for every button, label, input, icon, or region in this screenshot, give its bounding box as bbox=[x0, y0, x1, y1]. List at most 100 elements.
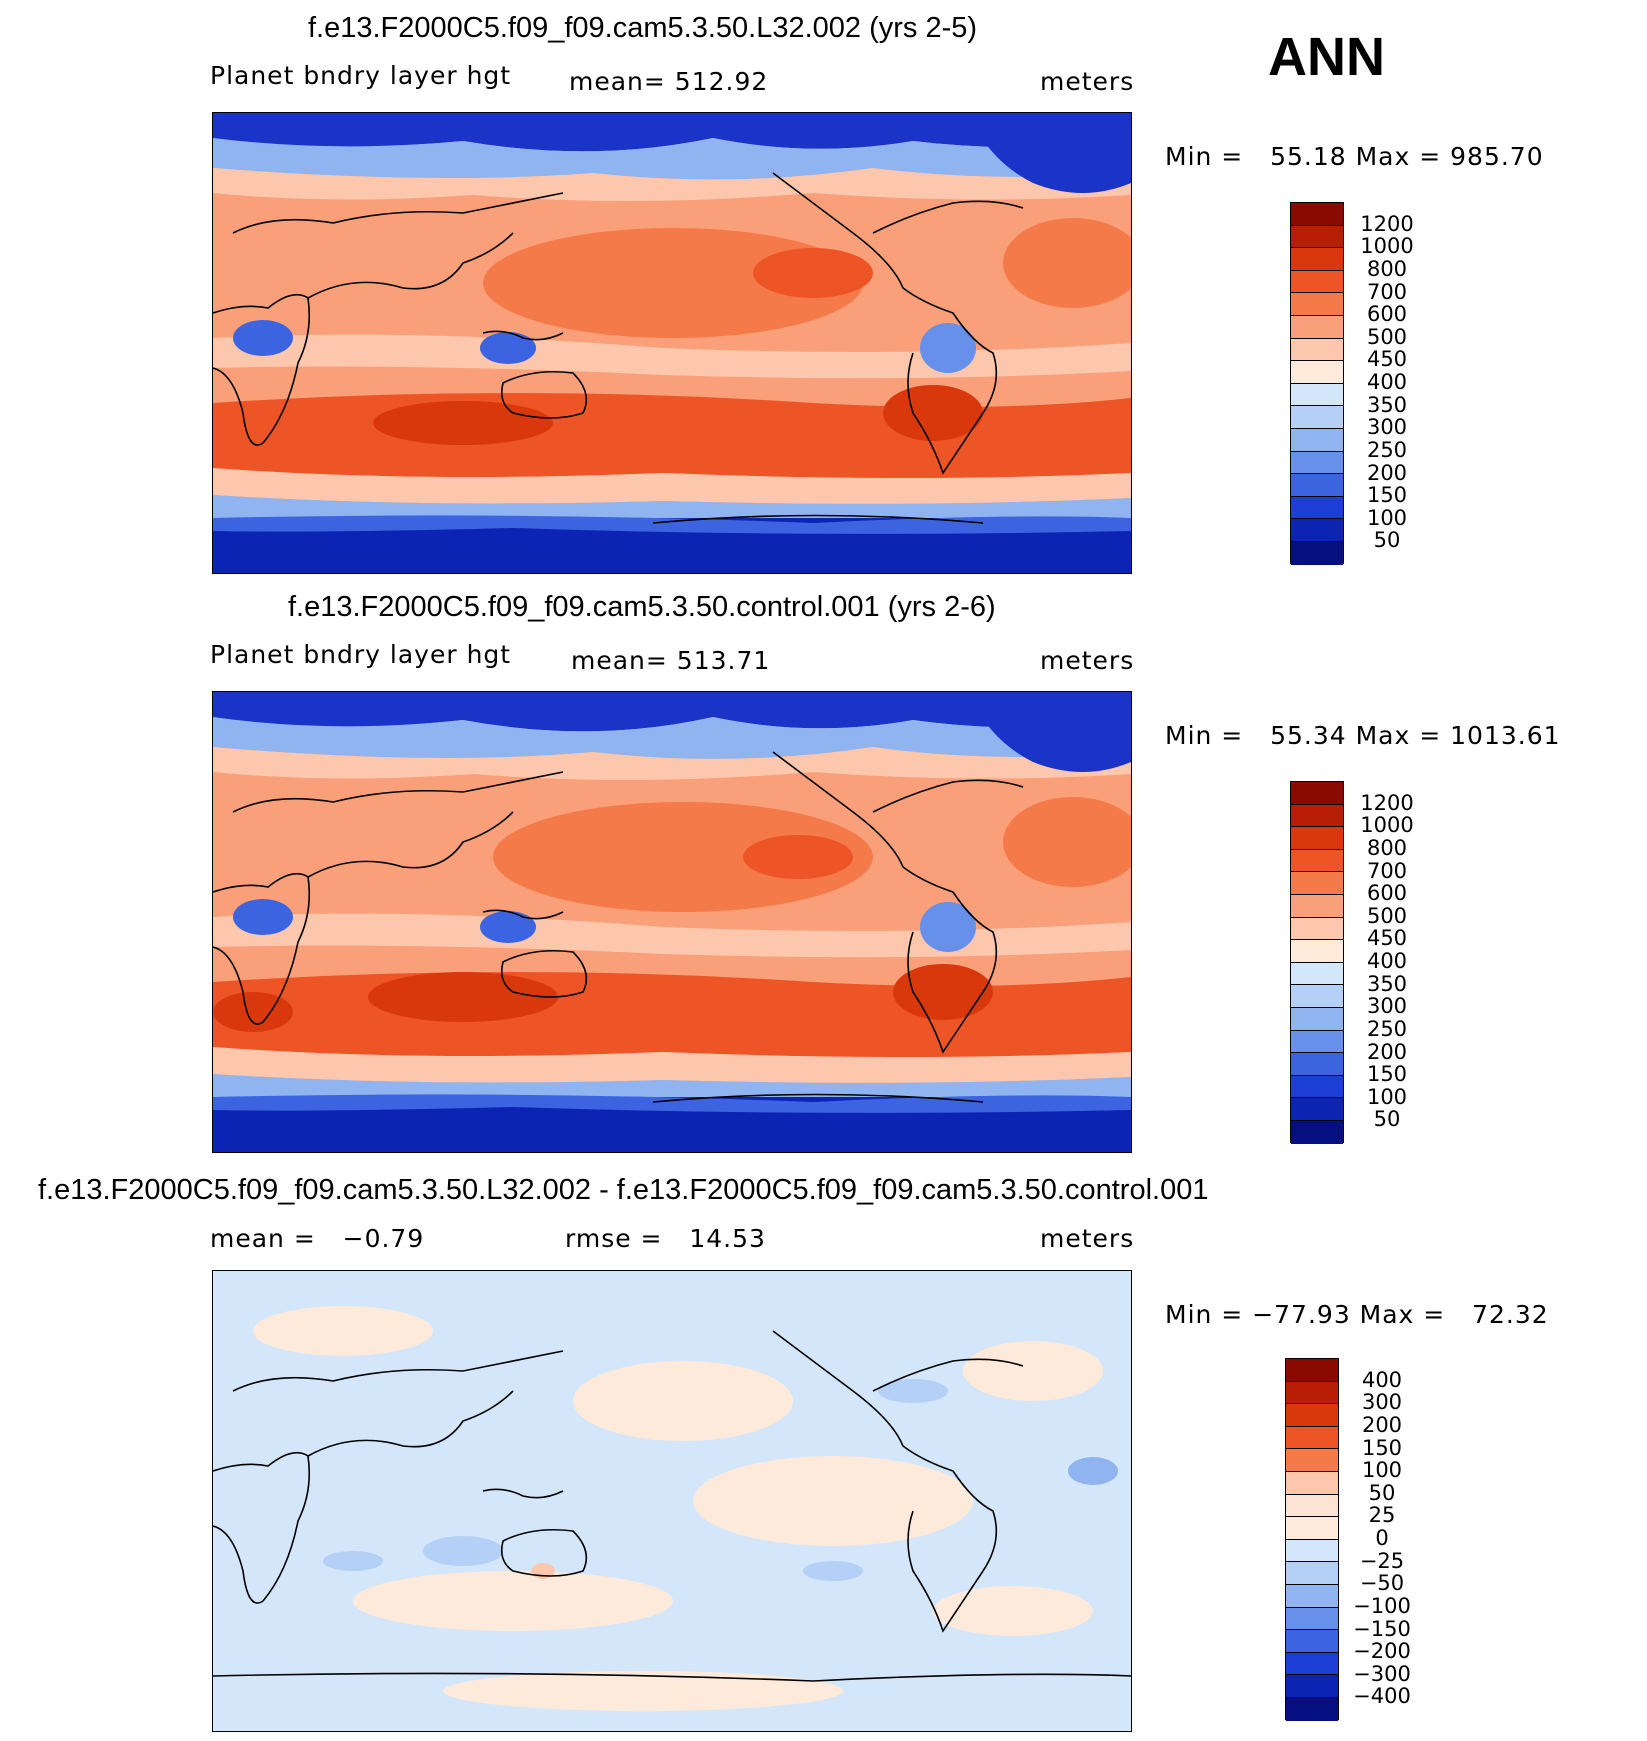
colorbar-seg bbox=[1291, 804, 1343, 828]
colorbar-seg bbox=[1291, 782, 1343, 805]
colorbar-seg bbox=[1286, 1607, 1338, 1631]
colorbar-seg bbox=[1286, 1426, 1338, 1450]
colorbar-label: 100 bbox=[1361, 1458, 1403, 1483]
colorbar-label: 400 bbox=[1366, 370, 1408, 394]
colorbar-label: 1200 bbox=[1360, 211, 1414, 236]
colorbar-label: 700 bbox=[1366, 279, 1408, 304]
colorbar-seg bbox=[1291, 872, 1343, 895]
colorbar-label: −200 bbox=[1353, 1639, 1411, 1664]
panel-3-title: f.e13.F2000C5.f09_f09.cam5.3.50.L32.002 … bbox=[38, 1174, 1209, 1206]
panel-2-variable-label: Planet bndry layer hgt bbox=[210, 640, 512, 669]
panel-3-colorbar bbox=[1285, 1358, 1339, 1721]
panel-1-variable-label: Planet bndry layer hgt bbox=[210, 61, 512, 90]
panel-2-map bbox=[212, 691, 1132, 1153]
colorbar-label: 1200 bbox=[1360, 790, 1414, 815]
colorbar-seg bbox=[1291, 1030, 1343, 1054]
colorbar-seg bbox=[1286, 1697, 1338, 1721]
colorbar-label: 250 bbox=[1366, 1016, 1408, 1041]
colorbar-label: 450 bbox=[1366, 926, 1408, 951]
panel-1-colorbar bbox=[1290, 202, 1344, 565]
panel-3-map bbox=[212, 1270, 1132, 1732]
colorbar-seg bbox=[1286, 1630, 1338, 1653]
colorbar-seg bbox=[1291, 203, 1343, 226]
panel-3-rmse-label: rmse = 14.53 bbox=[565, 1224, 766, 1253]
colorbar-seg bbox=[1291, 940, 1343, 963]
colorbar-label: 150 bbox=[1361, 1435, 1403, 1460]
colorbar-seg bbox=[1286, 1494, 1338, 1518]
colorbar-label: −150 bbox=[1353, 1616, 1411, 1641]
colorbar-label: 200 bbox=[1361, 1412, 1403, 1437]
colorbar-seg bbox=[1286, 1404, 1338, 1427]
colorbar-seg bbox=[1291, 1053, 1343, 1076]
colorbar-label: 300 bbox=[1366, 994, 1408, 1019]
colorbar-seg bbox=[1291, 361, 1343, 384]
colorbar-label: −400 bbox=[1353, 1684, 1411, 1709]
colorbar-label: 50 bbox=[1373, 528, 1401, 553]
panel-1-title: f.e13.F2000C5.f09_f09.cam5.3.50.L32.002 … bbox=[308, 12, 978, 44]
panel-3-minmax: Min = −77.93 Max = 72.32 bbox=[1165, 1300, 1549, 1329]
colorbar-seg bbox=[1291, 496, 1343, 520]
colorbar-seg bbox=[1291, 541, 1343, 565]
colorbar-seg bbox=[1286, 1471, 1338, 1495]
colorbar-label: 800 bbox=[1366, 256, 1408, 281]
colorbar-seg bbox=[1291, 519, 1343, 542]
colorbar-label: 50 bbox=[1373, 1107, 1401, 1132]
colorbar-seg bbox=[1286, 1584, 1338, 1608]
colorbar-label: −50 bbox=[1359, 1571, 1405, 1596]
colorbar-label: 1000 bbox=[1360, 813, 1414, 838]
colorbar-label: 1000 bbox=[1360, 234, 1414, 259]
colorbar-label: 200 bbox=[1366, 1039, 1408, 1064]
colorbar-seg bbox=[1286, 1652, 1338, 1676]
colorbar-label: 350 bbox=[1366, 392, 1408, 417]
colorbar-label: −25 bbox=[1359, 1548, 1405, 1573]
colorbar-seg bbox=[1291, 383, 1343, 407]
colorbar-seg bbox=[1291, 406, 1343, 429]
colorbar-label: 300 bbox=[1361, 1390, 1403, 1415]
colorbar-label: −300 bbox=[1353, 1661, 1411, 1686]
colorbar-label: 500 bbox=[1366, 903, 1408, 928]
colorbar-seg bbox=[1291, 1007, 1343, 1031]
panel-1-mean-label: mean= 512.92 bbox=[569, 67, 769, 96]
colorbar-label: 400 bbox=[1366, 949, 1408, 973]
colorbar-seg bbox=[1291, 827, 1343, 850]
panel-2-minmax: Min = 55.34 Max = 1013.61 bbox=[1165, 721, 1561, 750]
colorbar-label: 100 bbox=[1366, 1084, 1408, 1109]
colorbar-seg bbox=[1291, 1120, 1343, 1144]
colorbar-seg bbox=[1291, 849, 1343, 873]
colorbar-seg bbox=[1286, 1517, 1338, 1540]
colorbar-seg bbox=[1291, 1075, 1343, 1099]
colorbar-label: 100 bbox=[1366, 505, 1408, 530]
panel-3-mean-label: mean = −0.79 bbox=[210, 1224, 425, 1253]
panel-1-minmax: Min = 55.18 Max = 985.70 bbox=[1165, 142, 1544, 171]
colorbar-label: 200 bbox=[1366, 460, 1408, 485]
colorbar-seg bbox=[1291, 248, 1343, 271]
colorbar-seg bbox=[1291, 917, 1343, 941]
colorbar-seg bbox=[1291, 428, 1343, 452]
colorbar-label: 400 bbox=[1361, 1367, 1403, 1392]
colorbar-seg bbox=[1286, 1449, 1338, 1472]
colorbar-seg bbox=[1291, 1098, 1343, 1121]
colorbar-seg bbox=[1291, 451, 1343, 475]
colorbar-label: 250 bbox=[1366, 437, 1408, 462]
colorbar-label: 700 bbox=[1366, 858, 1408, 883]
colorbar-label: 150 bbox=[1366, 1062, 1408, 1087]
colorbar-label: 600 bbox=[1366, 881, 1408, 906]
panel-2-units-label: meters bbox=[1040, 646, 1135, 675]
colorbar-label: 50 bbox=[1368, 1480, 1396, 1505]
colorbar-seg bbox=[1291, 894, 1343, 918]
colorbar-seg bbox=[1291, 270, 1343, 294]
colorbar-label: 800 bbox=[1366, 835, 1408, 860]
colorbar-seg bbox=[1286, 1562, 1338, 1585]
colorbar-seg bbox=[1291, 985, 1343, 1008]
colorbar-label: 25 bbox=[1368, 1503, 1396, 1528]
colorbar-label: 0 bbox=[1375, 1526, 1389, 1550]
panel-3-units-label: meters bbox=[1040, 1224, 1135, 1253]
season-label: ANN bbox=[1268, 27, 1385, 87]
colorbar-label: 500 bbox=[1366, 324, 1408, 349]
colorbar-seg bbox=[1291, 338, 1343, 362]
colorbar-seg bbox=[1286, 1359, 1338, 1382]
colorbar-seg bbox=[1291, 474, 1343, 497]
panel-1-map bbox=[212, 112, 1132, 574]
panel-2-mean-label: mean= 513.71 bbox=[571, 646, 771, 675]
colorbar-seg bbox=[1291, 293, 1343, 316]
